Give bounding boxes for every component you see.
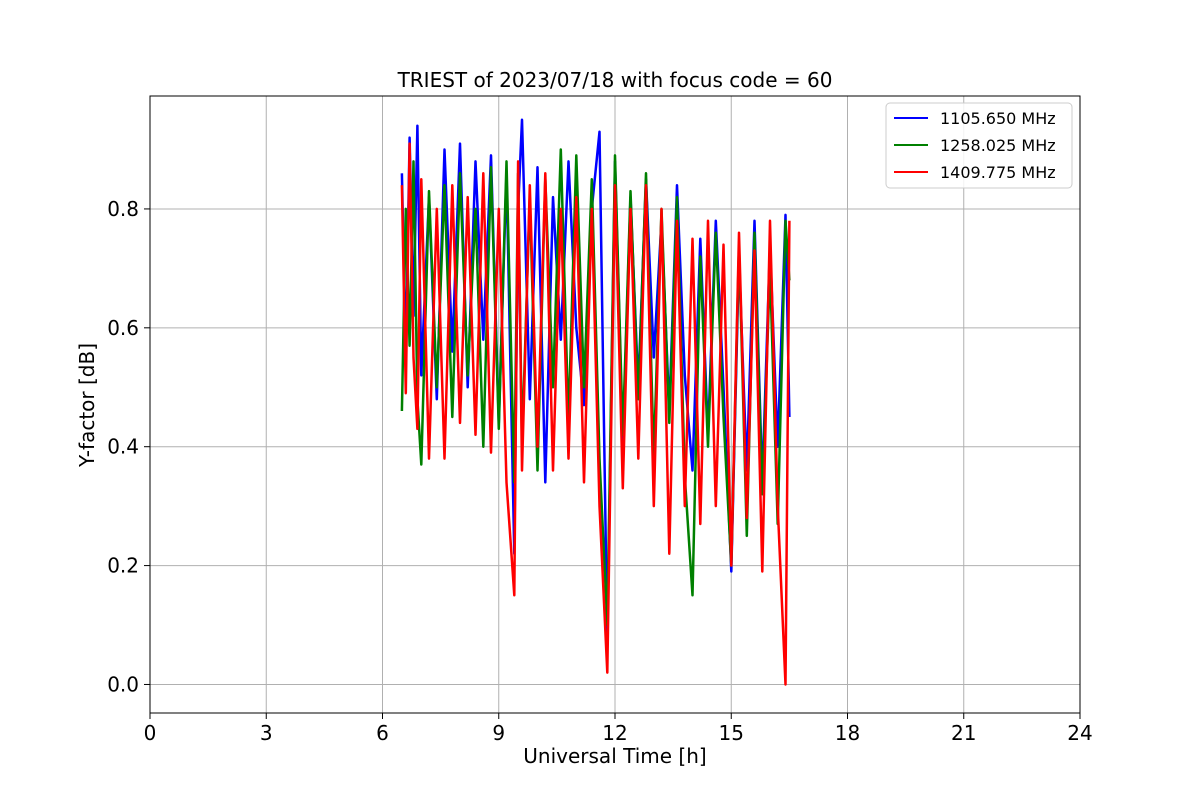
series-line-2 — [400, 148, 791, 627]
x-tick-label: 21 — [951, 721, 976, 745]
x-tick-label: 3 — [260, 721, 273, 745]
legend-label-1409: 1409.775 MHz — [940, 163, 1056, 182]
y-tick-label: 0.0 — [107, 672, 139, 696]
series-line-3 — [400, 142, 791, 686]
x-tick-label: 15 — [719, 721, 744, 745]
series-group — [400, 118, 791, 686]
y-tick-label: 0.4 — [107, 435, 139, 459]
legend-label-1258: 1258.025 MHz — [940, 136, 1056, 155]
y-axis-label: Y-factor [dB] — [75, 343, 99, 468]
x-tick-label: 18 — [835, 721, 860, 745]
x-axis-label: Universal Time [h] — [523, 744, 706, 768]
chart-title: TRIEST of 2023/07/18 with focus code = 6… — [397, 68, 833, 92]
y-tick-label: 0.8 — [107, 197, 139, 221]
x-tick-label: 6 — [376, 721, 389, 745]
y-tick-label: 0.6 — [107, 316, 139, 340]
x-tick-label: 0 — [144, 721, 157, 745]
legend-frame — [885, 102, 1073, 189]
ticks: 0 3 6 9 12 15 18 21 24 0.0 0.2 0.4 0.6 0.8 — [107, 197, 1093, 745]
y-tick-label: 0.2 — [107, 554, 139, 578]
x-tick-label: 9 — [492, 721, 505, 745]
x-tick-label: 12 — [602, 721, 627, 745]
legend-label-1105: 1105.650 MHz — [940, 109, 1056, 128]
legend: 1105.650 MHz 1258.025 MHz 1409.775 MHz — [885, 102, 1073, 189]
x-tick-label: 24 — [1067, 721, 1092, 745]
